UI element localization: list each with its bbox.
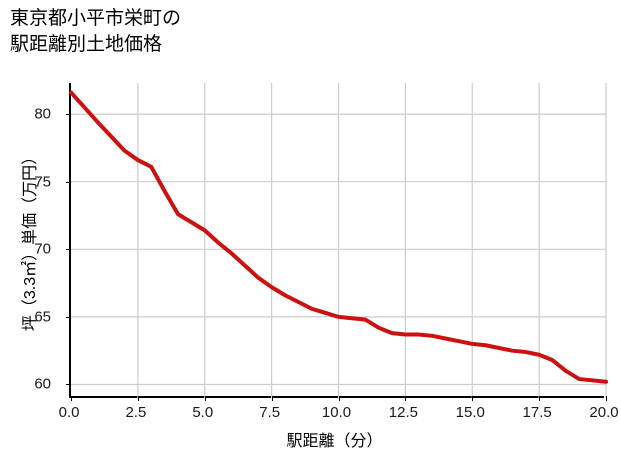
y-tick-mark <box>66 114 71 116</box>
y-tick-mark <box>66 181 71 183</box>
x-tick-mark <box>539 396 541 401</box>
x-axis-title-text: 駅距離（分） <box>286 433 383 450</box>
y-tick-mark <box>66 316 71 318</box>
x-tick-mark <box>271 396 273 401</box>
y-tick-mark <box>66 249 71 251</box>
y-axis-title: 坪（3.3㎡）単価（万円） <box>16 80 40 400</box>
chart-line-series <box>69 90 608 384</box>
x-tick-mark <box>405 396 407 401</box>
y-axis-title-wrapper: 坪（3.3㎡）単価（万円） <box>0 83 39 398</box>
x-tick-mark <box>606 396 607 401</box>
y-tick-label: 60 <box>34 375 51 393</box>
x-tick-label: 10.0 <box>321 404 352 421</box>
x-axis-title: 駅距離（分） <box>0 427 621 451</box>
x-tick-mark <box>204 396 206 401</box>
x-tick-mark <box>137 396 139 401</box>
x-tick-mark <box>71 396 72 401</box>
x-tick-label: 0.0 <box>58 404 80 421</box>
x-tick-label: 2.5 <box>125 404 147 421</box>
x-tick-mark <box>338 396 340 401</box>
x-tick-label: 12.5 <box>388 404 418 421</box>
y-axis-title-text: 坪（3.3㎡）単価（万円） <box>22 148 39 332</box>
series-line <box>69 90 608 384</box>
y-tick-label: 65 <box>34 308 51 326</box>
x-tick-label: 5.0 <box>192 404 214 421</box>
plot-area <box>66 83 608 401</box>
x-tick-mark <box>472 396 474 401</box>
y-tick-label: 75 <box>34 173 51 191</box>
x-tick-label: 17.5 <box>522 404 552 421</box>
x-tick-label: 7.5 <box>259 404 281 421</box>
x-tick-label: 15.0 <box>455 404 485 421</box>
x-tick-label: 20.0 <box>589 404 619 421</box>
y-tick-label: 70 <box>34 240 51 258</box>
chart-title: 東京都小平市栄町の 駅距離別土地価格 <box>10 8 182 55</box>
y-tick-label: 80 <box>34 105 51 123</box>
y-tick-mark <box>66 384 71 386</box>
